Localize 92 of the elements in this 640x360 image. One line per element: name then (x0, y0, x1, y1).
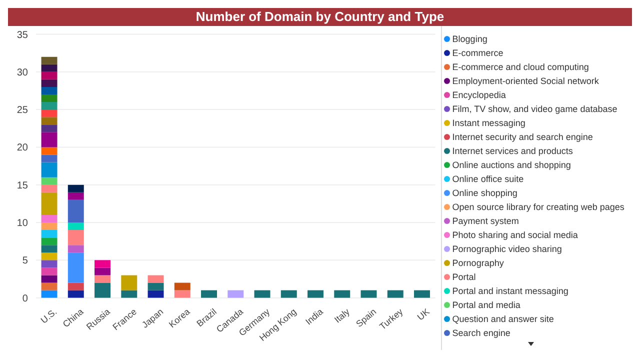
legend-label: E-commerce and cloud computing (452, 62, 589, 72)
bar (148, 290, 164, 298)
legend-label: Film, TV show, and video game database (452, 104, 618, 114)
bar (41, 275, 58, 283)
bar (41, 110, 58, 118)
x-tick-label: UK (415, 306, 432, 322)
x-tick-label: U.S. (38, 306, 59, 326)
bar (68, 192, 84, 200)
bar (94, 282, 110, 298)
bar (360, 290, 377, 298)
bar (94, 275, 110, 283)
legend-label: Question and answer site (452, 314, 554, 324)
bar (121, 275, 138, 290)
legend-label: Blogging (452, 34, 488, 44)
bar (41, 214, 58, 223)
legend-label: Pornography (452, 258, 504, 268)
bar (41, 245, 58, 253)
bar (41, 72, 58, 80)
bar (41, 56, 58, 64)
bar (228, 290, 244, 298)
bar (254, 290, 270, 298)
bar (41, 162, 58, 178)
bar (41, 192, 58, 215)
legend-label: Payment system (452, 216, 519, 226)
bar (68, 200, 84, 223)
bar (334, 290, 350, 298)
y-tick-label: 35 (16, 30, 28, 41)
legend-label: Internet services and products (452, 146, 573, 156)
bar (41, 154, 58, 162)
bar (94, 268, 110, 276)
legend-label: Portal and instant messaging (452, 286, 568, 296)
bar (94, 260, 110, 268)
bar (308, 290, 324, 298)
bar (41, 260, 58, 268)
bar (68, 282, 84, 290)
legend-label: Portal (452, 272, 476, 282)
bar (41, 177, 58, 185)
legend-label: Photo sharing and social media (452, 230, 578, 240)
legend-label: Employment-oriented Social network (452, 76, 599, 86)
bar (121, 290, 138, 298)
y-tick-label: 5 (22, 256, 28, 267)
bar (148, 275, 164, 283)
legend-label: Internet security and search engine (452, 132, 593, 142)
bar (68, 230, 84, 246)
bar (41, 222, 58, 230)
bar (41, 290, 58, 298)
bar (41, 282, 58, 290)
bar (41, 268, 58, 276)
bar (41, 117, 58, 125)
legend-label: Search engine (452, 328, 510, 338)
legend-label: Online auctions and shopping (452, 160, 571, 170)
legend-label: Online shopping (452, 188, 518, 198)
y-tick-label: 25 (16, 105, 28, 116)
y-tick-label: 30 (16, 67, 28, 78)
bar (41, 79, 58, 87)
chart-title: Number of Domain by Country and Type (8, 8, 632, 26)
bar (41, 94, 58, 102)
bar (68, 184, 84, 192)
bar (41, 124, 58, 132)
legend-label: E-commerce (452, 48, 504, 58)
bar (41, 184, 58, 192)
y-tick-label: 20 (16, 142, 28, 154)
bar (41, 102, 58, 110)
bar (68, 252, 84, 283)
bar (68, 222, 84, 230)
bar (387, 290, 404, 298)
x-tick-label: Italy (332, 306, 352, 325)
legend-label: Portal and media (452, 300, 520, 310)
bar (280, 290, 297, 298)
bar (41, 252, 58, 260)
bar (41, 147, 58, 155)
bar (414, 290, 430, 298)
bar (41, 238, 58, 246)
legend-label: Pornographic video sharing (452, 244, 562, 254)
bar (148, 282, 164, 290)
bar (41, 86, 58, 94)
bar (41, 64, 58, 72)
y-tick-label: 0 (22, 293, 28, 304)
y-tick-label: 10 (16, 218, 28, 230)
legend-label: Instant messaging (452, 118, 526, 128)
x-tick-label: India (304, 306, 325, 327)
bar (41, 230, 58, 238)
legend-label: Encyclopedia (452, 90, 506, 100)
bar (201, 290, 217, 298)
bar (68, 245, 84, 253)
y-tick-label: 15 (16, 180, 28, 192)
bar (68, 290, 84, 298)
legend-label: Online office suite (452, 174, 524, 184)
legend-label: Open source library for creating web pages (452, 202, 624, 212)
bar (174, 282, 190, 290)
bar (41, 132, 58, 148)
bar (174, 290, 190, 298)
